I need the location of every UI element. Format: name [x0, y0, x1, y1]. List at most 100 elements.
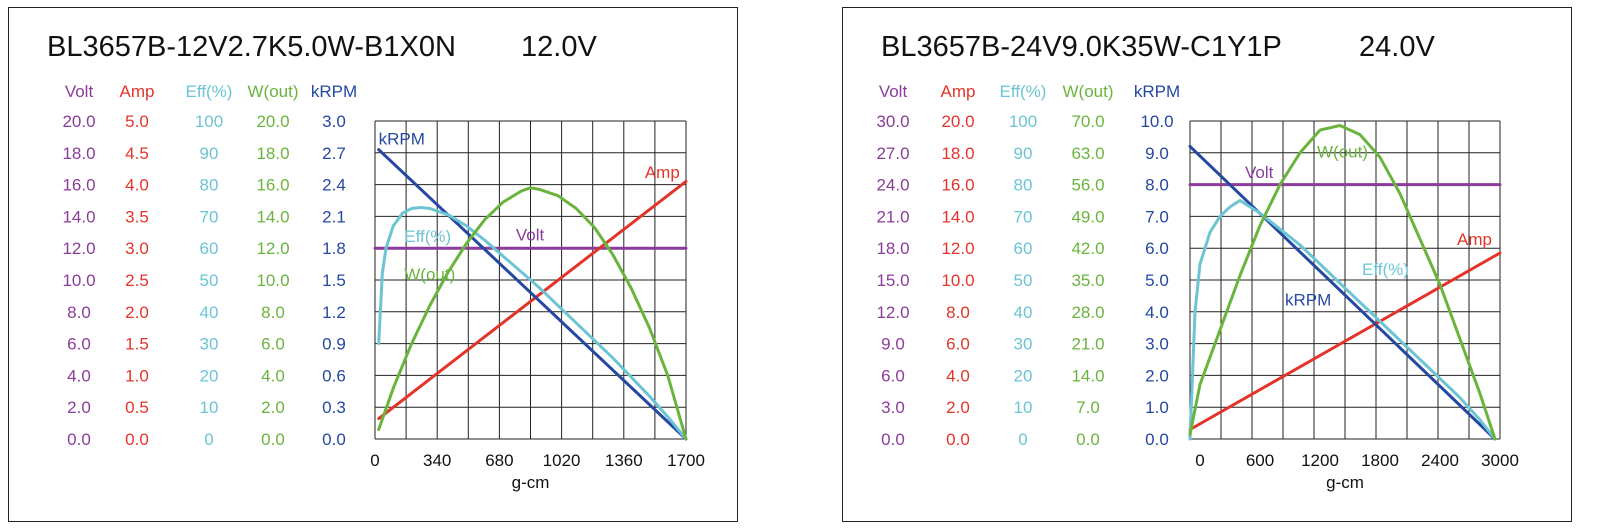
axis-header: Eff(%)	[1000, 82, 1047, 101]
axis-header: Volt	[879, 82, 908, 101]
x-tick-label: 1200	[1301, 451, 1339, 470]
y-tick-label: 42.0	[1071, 239, 1104, 258]
y-tick-label: 4.0	[946, 366, 970, 385]
x-tick-label: 680	[485, 451, 513, 470]
y-tick-label: 2.4	[322, 176, 346, 195]
y-tick-label: 8.0	[67, 303, 91, 322]
y-tick-label: 21.0	[876, 207, 909, 226]
x-tick-label: 600	[1246, 451, 1274, 470]
y-tick-label: 56.0	[1071, 176, 1104, 195]
y-tick-label: 3.0	[125, 239, 149, 258]
y-tick-label: 0.0	[67, 430, 91, 449]
y-tick-label: 7.0	[1145, 207, 1169, 226]
y-tick-label: 60	[200, 239, 219, 258]
y-tick-label: 1.2	[322, 303, 346, 322]
chart-title: BL3657B-24V9.0K35W-C1Y1P	[881, 31, 1282, 63]
x-tick-label: 1800	[1361, 451, 1399, 470]
series-annotation: Eff(%)	[1362, 260, 1409, 279]
y-tick-label: 10	[1014, 398, 1033, 417]
y-tick-label: 18.0	[876, 239, 909, 258]
y-tick-label: 16.0	[941, 176, 974, 195]
y-tick-label: 2.0	[261, 398, 285, 417]
chart-subtitle: 24.0V	[1359, 31, 1435, 63]
y-tick-label: 20	[200, 366, 219, 385]
y-tick-label: 0.5	[125, 398, 149, 417]
y-tick-label: 70.0	[1071, 112, 1104, 131]
y-tick-label: 12.0	[941, 239, 974, 258]
y-tick-label: 100	[1009, 112, 1037, 131]
series-group	[373, 148, 688, 441]
y-tick-label: 90	[200, 144, 219, 163]
y-tick-label: 12.0	[62, 239, 95, 258]
chart-subtitle: 12.0V	[521, 31, 597, 63]
y-tick-label: 30	[1014, 335, 1033, 354]
series-line-eff	[1188, 199, 1497, 441]
x-tick-label: 1360	[605, 451, 643, 470]
y-tick-label: 3.5	[125, 207, 149, 226]
x-tick-label: 1020	[543, 451, 581, 470]
y-tick-label: 0	[204, 430, 213, 449]
y-tick-label: 3.0	[1145, 335, 1169, 354]
y-tick-label: 9.0	[1145, 144, 1169, 163]
y-tick-label: 10.0	[256, 271, 289, 290]
y-tick-label: 70	[200, 207, 219, 226]
y-tick-label: 80	[200, 176, 219, 195]
series-line-w-out	[1188, 124, 1497, 441]
y-tick-label: 6.0	[67, 335, 91, 354]
series-group	[1188, 124, 1502, 441]
y-tick-label: 16.0	[62, 176, 95, 195]
y-tick-label: 0.0	[125, 430, 149, 449]
y-tick-label: 18.0	[62, 144, 95, 163]
y-tick-label: 1.0	[1145, 398, 1169, 417]
y-tick-label: 8.0	[261, 303, 285, 322]
y-tick-label: 15.0	[876, 271, 909, 290]
y-tick-label: 2.0	[1145, 366, 1169, 385]
y-tick-label: 0.0	[261, 430, 285, 449]
y-tick-label: 14.0	[62, 207, 95, 226]
y-tick-label: 4.0	[261, 366, 285, 385]
y-tick-label: 5.0	[1145, 271, 1169, 290]
y-tick-label: 0.0	[1145, 430, 1169, 449]
y-tick-label: 0.9	[322, 335, 346, 354]
y-tick-label: 6.0	[1145, 239, 1169, 258]
y-tick-label: 24.0	[876, 176, 909, 195]
y-tick-label: 50	[200, 271, 219, 290]
y-tick-label: 100	[195, 112, 223, 131]
y-tick-label: 1.8	[322, 239, 346, 258]
y-tick-label: 30	[200, 335, 219, 354]
y-tick-label: 0.6	[322, 366, 346, 385]
y-tick-label: 10	[200, 398, 219, 417]
chart-panel-right: BL3657B-24V9.0K35W-C1Y1P 24.0V Volt 0.0 3.0 6…	[842, 7, 1572, 522]
x-tick-label: 1700	[667, 451, 705, 470]
y-tick-label: 2.7	[322, 144, 346, 163]
x-tick-label: 2400	[1421, 451, 1459, 470]
y-tick-label: 49.0	[1071, 207, 1104, 226]
y-tick-label: 7.0	[1076, 398, 1100, 417]
series-line-eff	[377, 206, 688, 441]
y-tick-label: 4.0	[67, 366, 91, 385]
x-tick-label: 0	[370, 451, 379, 470]
y-tick-label: 50	[1014, 271, 1033, 290]
chart-right: BL3657B-24V9.0K35W-C1Y1P 24.0V Volt 0.0 3.0 6…	[876, 31, 1519, 492]
y-tick-label: 10.0	[941, 271, 974, 290]
x-tick-label: 3000	[1481, 451, 1519, 470]
series-annotation: Amp	[1457, 230, 1492, 249]
axis-header: Amp	[120, 82, 155, 101]
axis-header: Eff(%)	[186, 82, 233, 101]
y-tick-label: 20.0	[62, 112, 95, 131]
y-tick-label: 4.0	[125, 176, 149, 195]
axis-header: Amp	[941, 82, 976, 101]
y-tick-label: 4.0	[1145, 303, 1169, 322]
series-annotation: Volt	[1245, 163, 1274, 182]
y-tick-label: 6.0	[881, 366, 905, 385]
y-tick-label: 20.0	[256, 112, 289, 131]
y-tick-label: 8.0	[1145, 176, 1169, 195]
y-tick-label: 16.0	[256, 176, 289, 195]
y-tick-label: 12.0	[256, 239, 289, 258]
axis-header: kRPM	[1134, 82, 1180, 101]
series-line-krpm	[1188, 144, 1497, 441]
series-line-amp	[1188, 251, 1502, 431]
chart-panel-left: BL3657B-12V2.7K5.0W-B1X0N 12.0V Volt 0.0 2.0…	[8, 7, 738, 522]
series-annotation: Amp	[645, 163, 680, 182]
y-tick-label: 28.0	[1071, 303, 1104, 322]
